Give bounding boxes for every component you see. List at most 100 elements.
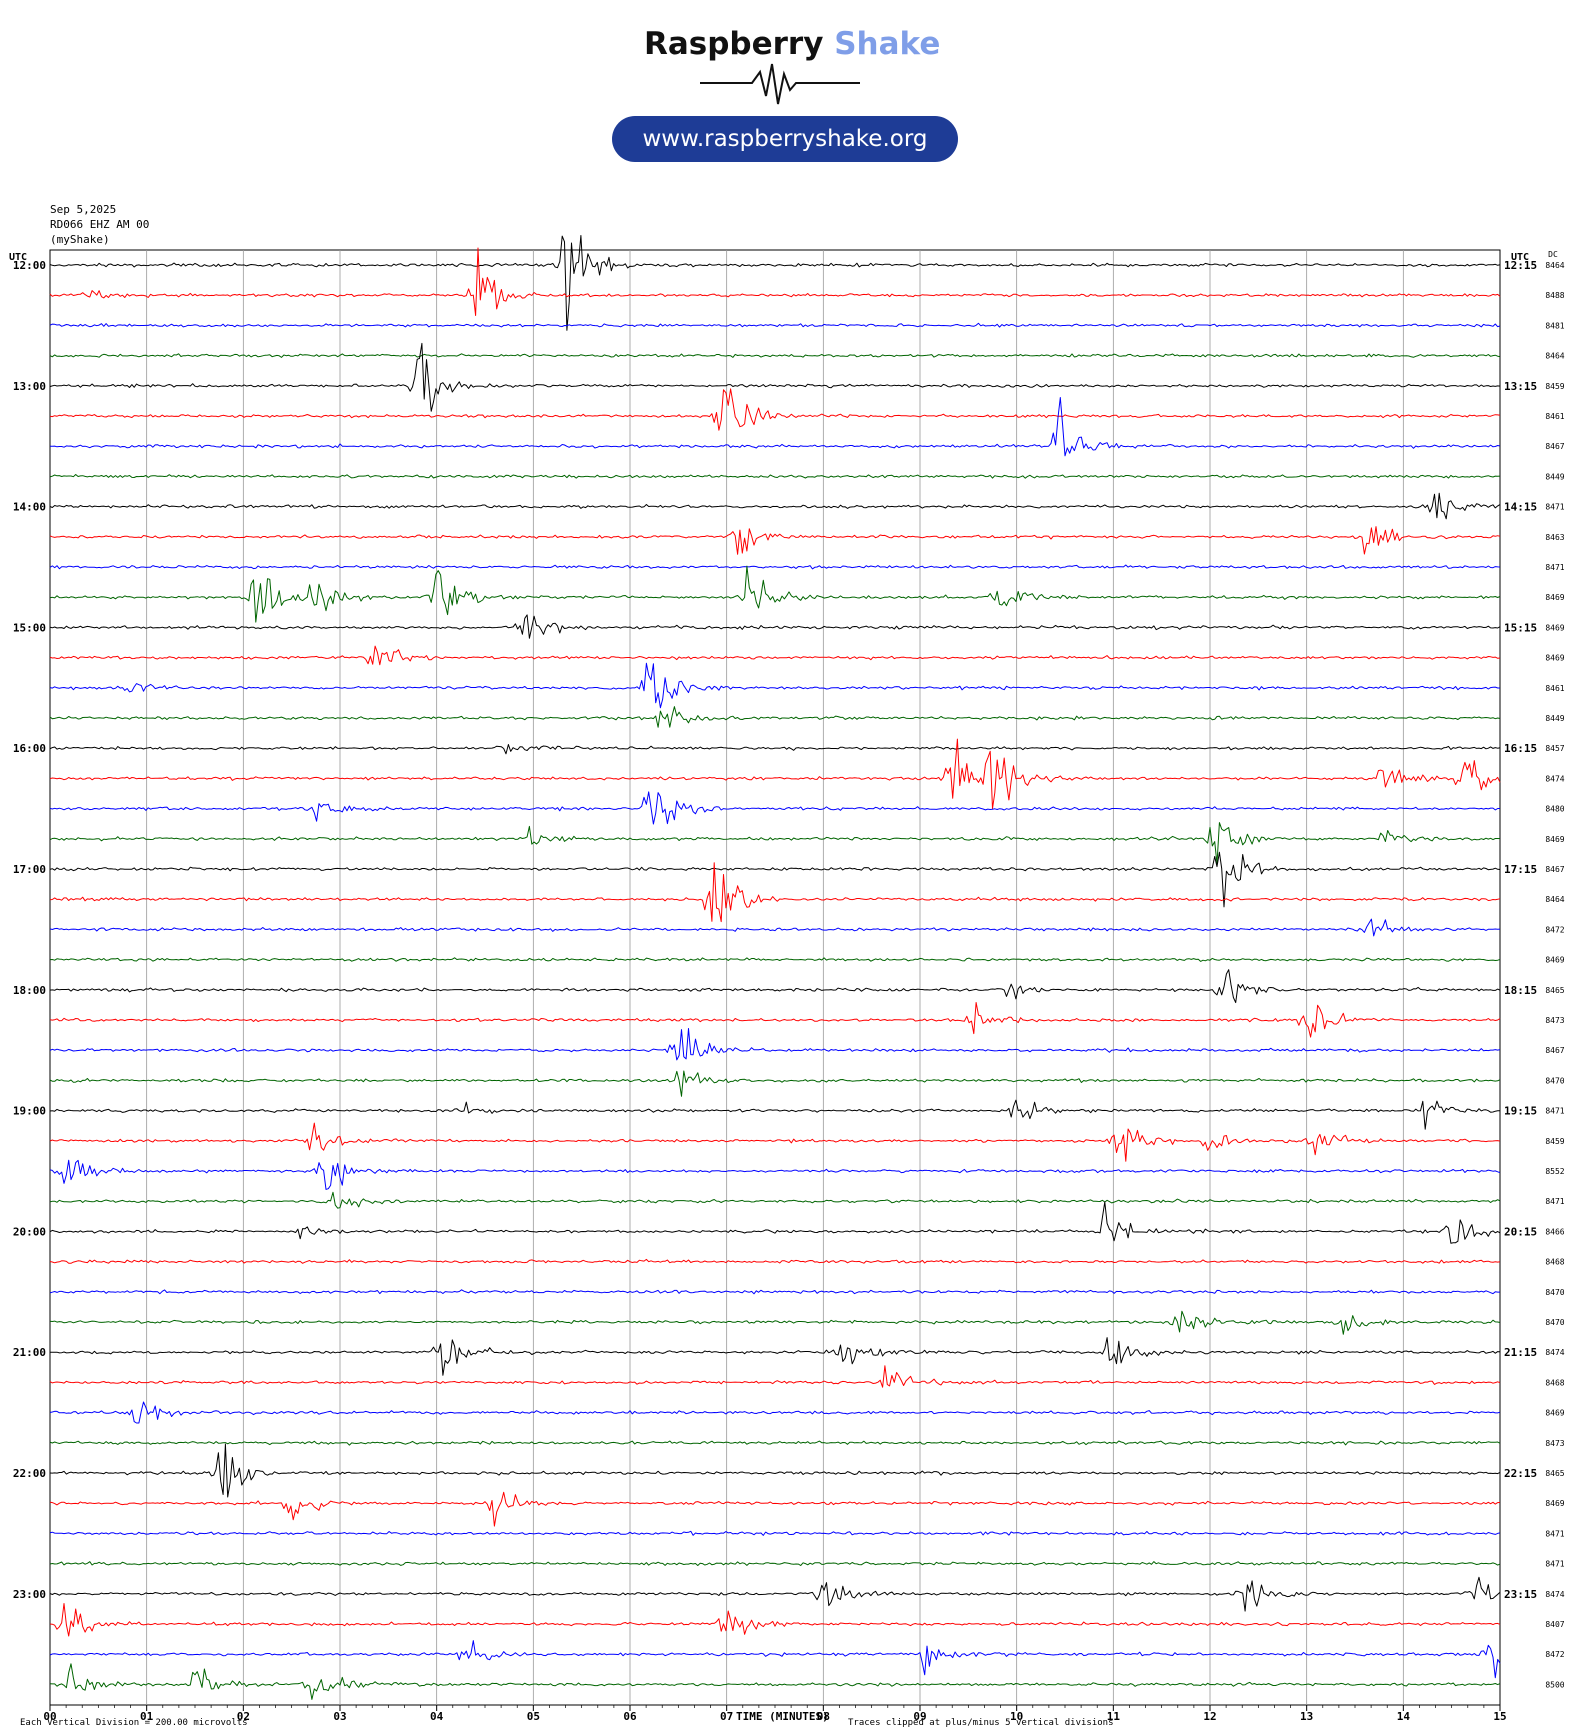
trace-row-33 [49, 1258, 1501, 1264]
brand-name-part1: Raspberry [644, 26, 824, 62]
trace-row-1 [49, 247, 1501, 316]
station-code: RD066 EHZ AM 00 [50, 218, 150, 231]
dc-offset-label: 8471 [1545, 1560, 1564, 1569]
dc-offset-label: 8461 [1545, 412, 1564, 421]
dc-offset-label: 8469 [1545, 654, 1564, 663]
dc-offset-label: 8469 [1545, 593, 1564, 602]
left-hour-label: 14:00 [13, 501, 46, 514]
trace-row-14 [49, 662, 1500, 709]
dc-offset-label: 8473 [1545, 1439, 1564, 1448]
dc-offset-label: 8470 [1545, 1318, 1564, 1327]
trace-row-18 [49, 791, 1500, 825]
plot-frame [49, 249, 1501, 1706]
trace-row-7 [49, 474, 1501, 479]
dc-offset-label: 8464 [1545, 261, 1564, 270]
dc-offset-label: 8474 [1545, 1348, 1564, 1357]
trace-row-27 [49, 1070, 1501, 1097]
trace-row-25 [49, 1002, 1501, 1038]
dc-offset-label: 8466 [1545, 1227, 1564, 1236]
x-tick-label: 14 [1397, 1710, 1411, 1723]
brand-name-part2: Shake [834, 26, 941, 62]
x-tick-label: 08 [817, 1710, 830, 1723]
left-hour-label: 23:00 [13, 1588, 46, 1601]
right-hour-label: 23:15 [1504, 1588, 1537, 1601]
left-hour-label: 13:00 [13, 380, 46, 393]
right-hour-label: 18:15 [1504, 984, 1537, 997]
trace-row-19 [49, 822, 1501, 865]
dc-offset-label: 8469 [1545, 1409, 1564, 1418]
dc-offset-label: 8473 [1545, 1016, 1564, 1025]
dc-offset-label: 8467 [1545, 1046, 1564, 1055]
trace-row-12 [49, 614, 1501, 639]
trace-row-38 [49, 1401, 1501, 1424]
trace-row-37 [49, 1365, 1501, 1388]
x-tick-label: 07 [720, 1710, 733, 1723]
x-tick-label: 04 [430, 1710, 444, 1723]
left-hour-label: 19:00 [13, 1105, 46, 1118]
trace-row-9 [49, 526, 1501, 555]
dc-offset-label: 8480 [1545, 805, 1564, 814]
left-hour-label: 20:00 [13, 1225, 46, 1238]
dc-offset-label: 8465 [1545, 1469, 1564, 1478]
x-tick-label: 00 [43, 1710, 56, 1723]
x-tick-label: 12 [1203, 1710, 1216, 1723]
x-tick-label: 03 [333, 1710, 346, 1723]
trace-row-21 [49, 862, 1501, 923]
trace-row-13 [49, 645, 1501, 666]
x-tick-label: 13 [1300, 1710, 1313, 1723]
plot-date: Sep 5,2025 [50, 203, 117, 216]
x-axis-title: TIME (MINUTES) [736, 1710, 829, 1723]
trace-row-11 [49, 565, 1501, 623]
dc-offset-label: 8459 [1545, 382, 1564, 391]
dc-offset-label: 8471 [1545, 563, 1564, 572]
left-hour-label: 16:00 [13, 742, 46, 755]
dc-offset-label: 8468 [1545, 1378, 1564, 1387]
trace-row-17 [49, 738, 1501, 810]
trace-row-4 [49, 342, 1501, 412]
raspberry-shake-logo: Raspberry Shake www.raspberryshake.org [600, 20, 980, 170]
right-hour-label: 17:15 [1504, 863, 1537, 876]
website-url-badge[interactable]: www.raspberryshake.org [612, 116, 958, 162]
right-hour-label: 21:15 [1504, 1346, 1537, 1359]
trace-row-3 [49, 353, 1501, 358]
trace-row-20 [49, 851, 1501, 908]
right-hour-label: 14:15 [1504, 501, 1537, 514]
dc-offset-label: 8469 [1545, 835, 1564, 844]
trace-row-31 [49, 1191, 1501, 1209]
dc-offset-label: 8467 [1545, 442, 1564, 451]
trace-row-45 [49, 1603, 1501, 1637]
dc-offset-label: 8470 [1545, 1288, 1564, 1297]
dc-offset-label: 8471 [1545, 1197, 1564, 1206]
trace-row-8 [49, 492, 1501, 520]
trace-row-6 [49, 397, 1501, 457]
dc-offset-label: 8471 [1545, 1107, 1564, 1116]
vertical-division-note: Each Vertical Division = 200.00 microvol… [20, 1718, 248, 1728]
dc-offset-label: 8471 [1545, 1529, 1564, 1538]
dc-offset-label: 8481 [1545, 321, 1564, 330]
trace-row-35 [49, 1310, 1501, 1335]
x-tick-label: 05 [527, 1710, 540, 1723]
trace-row-47 [49, 1663, 1501, 1700]
dc-offset-label: 8474 [1545, 1590, 1564, 1599]
dc-offset-label: 8488 [1545, 291, 1564, 300]
right-hour-label: 19:15 [1504, 1105, 1537, 1118]
trace-row-43 [49, 1561, 1501, 1566]
trace-row-2 [49, 322, 1501, 328]
trace-row-44 [49, 1576, 1501, 1612]
trace-row-5 [49, 388, 1501, 431]
left-hour-label: 12:00 [13, 259, 46, 272]
data-source: (myShake) [50, 233, 110, 246]
right-hour-label: 20:15 [1504, 1225, 1537, 1238]
dc-offset-label: 8470 [1545, 1076, 1564, 1085]
trace-row-32 [49, 1201, 1501, 1244]
trace-row-34 [49, 1289, 1500, 1295]
left-hour-label: 21:00 [13, 1346, 46, 1359]
trace-row-22 [49, 918, 1501, 937]
trace-row-23 [49, 957, 1501, 962]
dc-offset-label: 8468 [1545, 1258, 1564, 1267]
dc-offset-label: 8500 [1545, 1680, 1564, 1689]
left-hour-label: 18:00 [13, 984, 46, 997]
trace-row-40 [49, 1443, 1501, 1498]
dc-offset-label: 8465 [1545, 986, 1564, 995]
